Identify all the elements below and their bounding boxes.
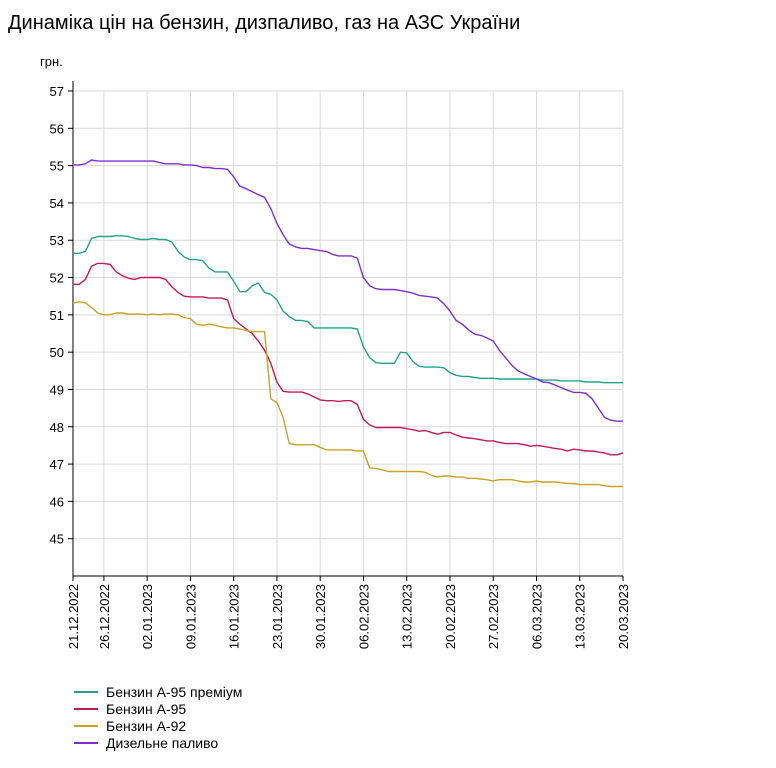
y-tick-label: 54: [50, 196, 64, 211]
x-tick-label: 20.03.2023: [616, 584, 631, 649]
series-layer: [72, 159, 624, 488]
axes: 45 46 47 48 49 50 51 52 53 54 55 56 57 21.12.2022 26.1…: [50, 81, 631, 649]
x-tick-label: 09.01.2023: [183, 584, 198, 649]
legend-label: Дизельне паливо: [106, 734, 219, 751]
legend-label: Бензин А-95: [106, 700, 187, 717]
y-tick-label: 45: [50, 532, 64, 547]
y-tick-label: 46: [50, 494, 64, 509]
legend-item: Бензин А-95 преміум: [74, 683, 242, 700]
x-tick-label: 26.12.2022: [97, 584, 112, 649]
legend-label: Бензин А-92: [106, 717, 187, 734]
y-axis-label: грн.: [40, 54, 63, 69]
y-tick-label: 57: [50, 84, 64, 99]
y-tick-label: 50: [50, 345, 64, 360]
legend-item: Бензин А-95: [74, 700, 242, 717]
y-tick-label: 51: [50, 308, 64, 323]
x-tick-label: 20.02.2023: [443, 584, 458, 649]
y-tick-label: 56: [50, 121, 64, 136]
x-tick-label: 16.01.2023: [227, 584, 242, 649]
legend-label: Бензин А-95 преміум: [106, 683, 243, 700]
y-tick-label: 52: [50, 271, 64, 286]
x-tick-label: 30.01.2023: [313, 584, 328, 649]
series-line-2: [73, 262, 624, 456]
series-line-4: [73, 159, 623, 422]
legend-item: Дизельне паливо: [74, 734, 242, 751]
series-line-3: [72, 301, 623, 488]
legend: Бензин А-95 преміум Бензин А-95 Бензин А-9…: [74, 683, 242, 751]
legend-swatch: [74, 724, 98, 727]
x-tick-label: 21.12.2022: [66, 584, 81, 649]
series-line-1: [73, 235, 623, 384]
x-tick-label: 23.01.2023: [270, 584, 285, 649]
line-chart: 45 46 47 48 49 50 51 52 53 54 55 56 57 21.12.2022 26.1…: [40, 54, 631, 649]
chart-title: Динаміка цін на бензин, дизпаливо, газ н…: [8, 12, 521, 34]
x-tick-label: 27.02.2023: [486, 584, 501, 649]
y-tick-label: 53: [50, 233, 64, 248]
legend-item: Бензин А-92: [74, 717, 242, 734]
x-tick-label: 13.03.2023: [573, 584, 588, 649]
x-tick-label: 06.03.2023: [529, 584, 544, 649]
grid: [72, 90, 624, 576]
legend-swatch: [74, 741, 98, 744]
legend-swatch: [74, 707, 98, 710]
y-tick-label: 55: [50, 159, 64, 174]
y-tick-label: 47: [50, 457, 64, 472]
x-tick-label: 06.02.2023: [356, 584, 371, 649]
y-tick-label: 49: [50, 382, 64, 397]
legend-swatch: [74, 690, 98, 693]
y-tick-label: 48: [50, 420, 64, 435]
x-tick-label: 13.02.2023: [400, 584, 415, 649]
x-tick-label: 02.01.2023: [140, 584, 155, 649]
